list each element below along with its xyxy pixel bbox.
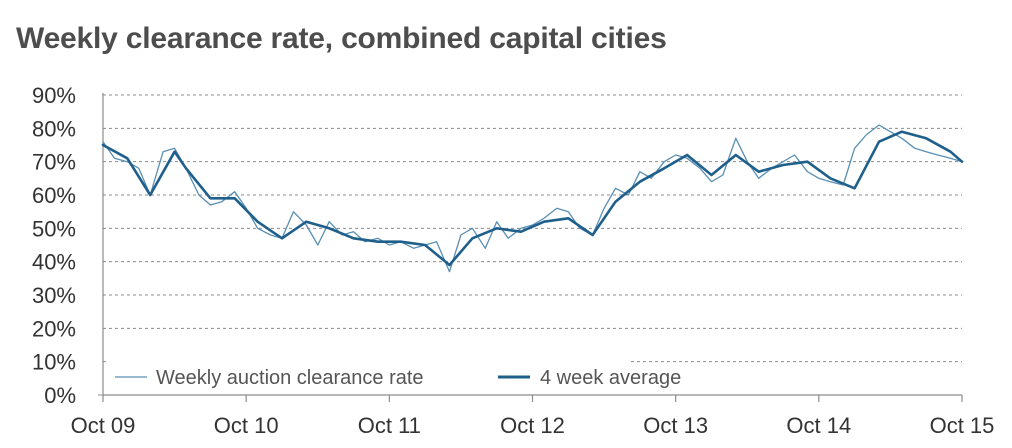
y-tick-label: 10% [32,350,76,375]
legend-label: Weekly auction clearance rate [156,367,424,389]
x-tick-label: Oct 10 [214,413,279,438]
y-tick-label: 90% [32,83,76,108]
x-tick-label: Oct 14 [786,413,851,438]
legend: Weekly auction clearance rate 4 week aver… [108,360,681,392]
x-tick-label: Oct 13 [643,413,708,438]
x-tick-label: Oct 15 [930,413,995,438]
series-line-four-week-average [101,130,964,267]
legend-box [108,360,628,392]
y-tick-label: 70% [32,150,76,175]
y-tick-label: 0% [44,383,76,408]
legend-label: 4 week average [540,367,681,389]
gridlines [103,94,962,363]
x-tick-label: Oct 12 [500,413,565,438]
y-tick-label: 40% [32,250,76,275]
x-tick-label: Oct 09 [71,413,136,438]
y-tick-label: 60% [32,183,76,208]
y-tick-label: 50% [32,216,76,241]
y-axis: 0% 10% 20% 30% 40% 50% 60% 70% 80% 90% [32,83,76,408]
y-tick-label: 80% [32,116,76,141]
y-tick-label: 30% [32,283,76,308]
y-tick-label: 20% [32,316,76,341]
series-lines [101,124,964,273]
x-axis: Oct 09 Oct 10 Oct 11 Oct 12 Oct 13 Oct 14 Oct … [71,93,995,438]
chart-title: Weekly clearance rate, combined capital … [16,22,667,55]
x-tick-label: Oct 11 [358,413,421,438]
